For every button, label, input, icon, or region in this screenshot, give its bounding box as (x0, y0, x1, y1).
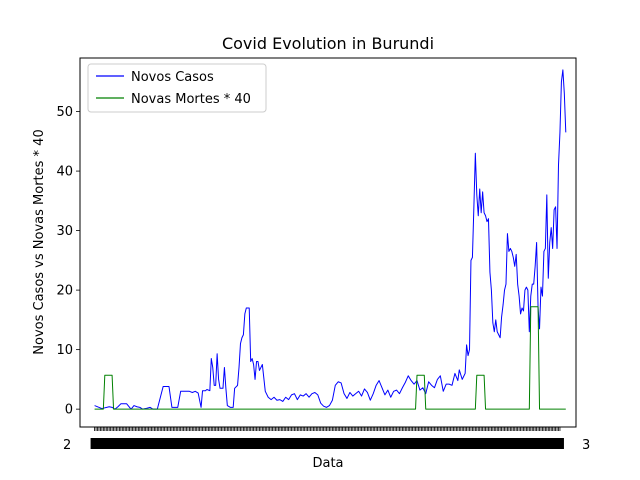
y-ticks: 0 10 20 30 40 50 (56, 105, 80, 418)
y-tick-label: 50 (56, 105, 73, 120)
y-tick-label: 20 (56, 284, 73, 299)
legend-box (87, 63, 267, 113)
y-tick-label: 0 (65, 403, 73, 418)
y-axis-label: Novos Casos vs Novas Mortes * 40 (32, 129, 47, 354)
legend-label-novas-mortes: Novas Mortes * 40 (131, 92, 251, 107)
x-tick-label-left: 2 (63, 438, 71, 453)
y-tick-label: 40 (56, 165, 73, 180)
y-tick-label: 30 (56, 224, 73, 239)
legend-label-novos-casos: Novos Casos (131, 70, 214, 85)
series-line-0 (94, 69, 567, 410)
x-tick-label-band (90, 438, 564, 449)
chart-title: Covid Evolution in Burundi (222, 34, 434, 53)
legend: Novos Casos Novas Mortes * 40 (87, 63, 267, 113)
plot-lines (94, 69, 567, 410)
x-tick-label-right: 3 (582, 438, 590, 453)
plot-frame (79, 57, 577, 428)
y-tick-label: 10 (56, 343, 73, 358)
x-ticks (90, 427, 564, 449)
x-axis-label: Data (312, 456, 343, 471)
series-line-1 (94, 306, 566, 410)
